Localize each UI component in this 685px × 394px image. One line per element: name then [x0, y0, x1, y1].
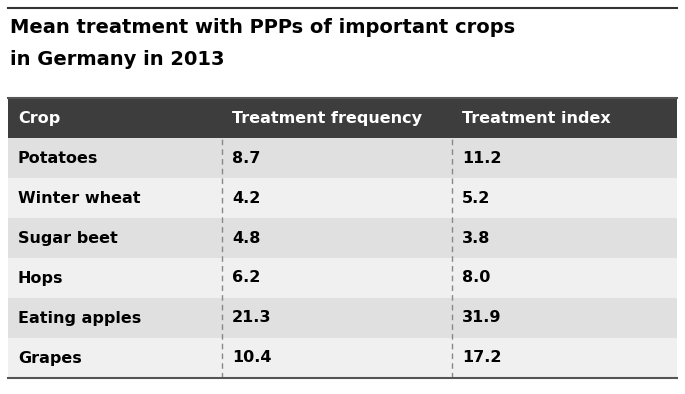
Text: Winter wheat: Winter wheat	[18, 191, 140, 206]
Text: 4.2: 4.2	[232, 191, 260, 206]
Text: Eating apples: Eating apples	[18, 310, 141, 325]
Text: 6.2: 6.2	[232, 271, 260, 286]
Text: 10.4: 10.4	[232, 351, 271, 366]
Bar	[452, 218, 677, 258]
Bar	[452, 98, 677, 138]
Text: Grapes: Grapes	[18, 351, 82, 366]
Text: 5.2: 5.2	[462, 191, 490, 206]
Bar	[452, 178, 677, 218]
Bar	[222, 298, 452, 338]
Text: Treatment frequency: Treatment frequency	[232, 110, 422, 126]
Bar	[8, 178, 222, 218]
Text: 21.3: 21.3	[232, 310, 271, 325]
Text: 11.2: 11.2	[462, 151, 501, 165]
Text: Hops: Hops	[18, 271, 64, 286]
Bar	[8, 258, 222, 298]
Bar	[8, 298, 222, 338]
Text: 8.0: 8.0	[462, 271, 490, 286]
Bar	[222, 338, 452, 378]
Bar	[8, 218, 222, 258]
Text: Potatoes: Potatoes	[18, 151, 99, 165]
Bar	[222, 178, 452, 218]
Bar	[8, 98, 222, 138]
Bar	[222, 258, 452, 298]
Text: in Germany in 2013: in Germany in 2013	[10, 50, 225, 69]
Text: Mean treatment with PPPs of important crops: Mean treatment with PPPs of important cr…	[10, 18, 515, 37]
Text: Crop: Crop	[18, 110, 60, 126]
Text: 31.9: 31.9	[462, 310, 501, 325]
Bar	[452, 138, 677, 178]
Text: Sugar beet: Sugar beet	[18, 230, 118, 245]
Bar	[8, 138, 222, 178]
Bar	[452, 298, 677, 338]
Bar	[8, 338, 222, 378]
Bar	[452, 338, 677, 378]
Bar	[222, 138, 452, 178]
Text: 4.8: 4.8	[232, 230, 260, 245]
Text: Treatment index: Treatment index	[462, 110, 611, 126]
Text: 17.2: 17.2	[462, 351, 501, 366]
Text: 3.8: 3.8	[462, 230, 490, 245]
Bar	[222, 98, 452, 138]
Bar	[222, 218, 452, 258]
Text: 8.7: 8.7	[232, 151, 260, 165]
Bar	[452, 258, 677, 298]
